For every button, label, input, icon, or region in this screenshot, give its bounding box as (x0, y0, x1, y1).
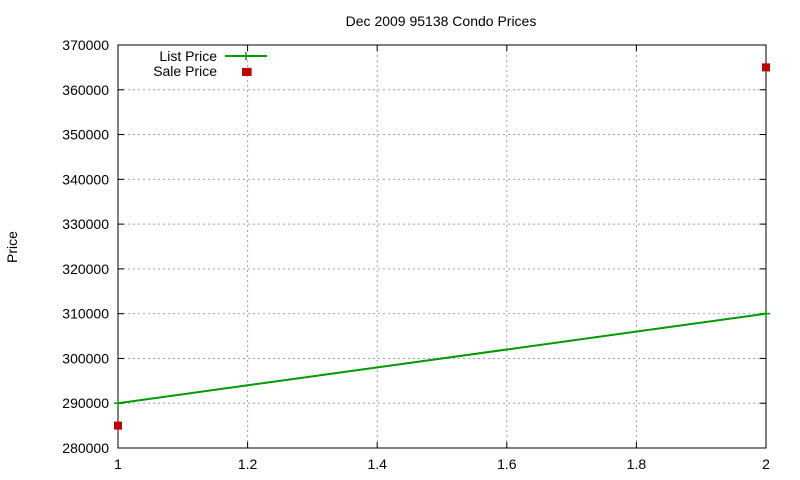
plot-border (117, 44, 767, 449)
list-price-point (762, 309, 770, 318)
legend-label: Sale Price (153, 63, 217, 79)
list-price-point (114, 399, 122, 408)
x-tick-label: 1.6 (497, 456, 517, 472)
y-tick-label: 280000 (62, 440, 109, 456)
x-tick-label: 1.8 (627, 456, 647, 472)
x-tick-label: 1 (114, 456, 122, 472)
y-tick-label: 370000 (62, 37, 109, 53)
x-tick-label: 2 (762, 456, 770, 472)
chart-title: Dec 2009 95138 Condo Prices (346, 13, 537, 29)
sale-price-point (762, 63, 770, 72)
legend-label: List Price (159, 48, 217, 64)
x-tick-label: 1.4 (367, 456, 387, 472)
y-tick-label: 300000 (62, 350, 109, 366)
y-tick-label: 330000 (62, 216, 109, 232)
axis-ticks: 1 1.2 1.4 1.6 1.8 2 280000 290000 300000 310000 32… (62, 37, 770, 472)
y-tick-label: 310000 (62, 306, 109, 322)
y-axis-label: Price (4, 231, 20, 263)
legend-point-swatch (242, 52, 250, 60)
y-tick-label: 350000 (62, 127, 109, 143)
y-tick-label: 320000 (62, 261, 109, 277)
grid-lines (118, 45, 766, 448)
x-tick-label: 1.2 (238, 456, 258, 472)
legend-point-swatch (242, 68, 250, 76)
list-price-line (117, 312, 767, 405)
series-marks (114, 63, 770, 430)
y-tick-label: 290000 (62, 395, 109, 411)
y-tick-label: 360000 (62, 82, 109, 98)
y-tick-label: 340000 (62, 171, 109, 187)
sale-price-point (114, 421, 122, 430)
